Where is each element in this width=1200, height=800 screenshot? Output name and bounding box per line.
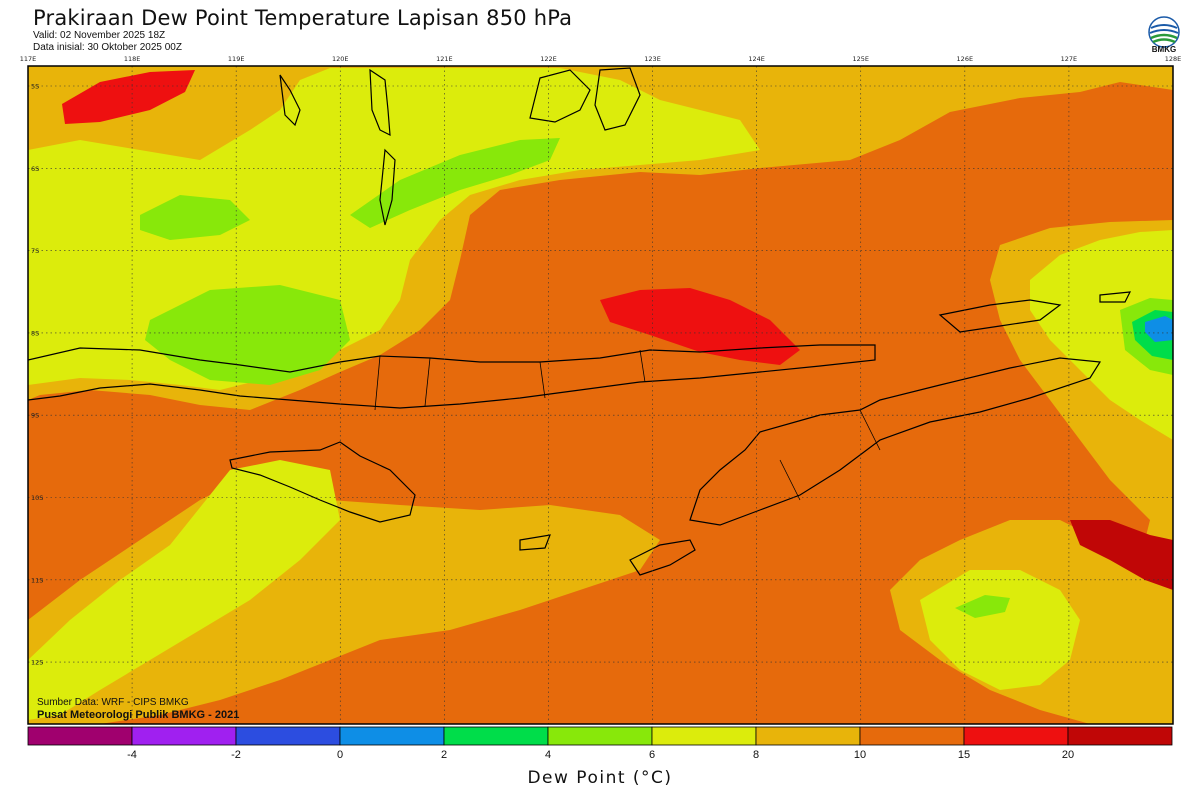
longitude-label: 120E — [332, 55, 349, 63]
field-band-15-20-central — [600, 288, 800, 365]
map-title: Prakiraan Dew Point Temperature Lapisan … — [33, 6, 573, 30]
latitude-label: 12S — [31, 659, 43, 667]
colorbar-tick-label: 2 — [440, 749, 448, 761]
colorbar-tick-label: 0 — [336, 749, 344, 761]
field-band-6-8-southwest — [28, 460, 340, 720]
longitude-label: 126E — [957, 55, 974, 63]
colorbar-swatch — [963, 726, 1069, 746]
field-band-4-6-north — [140, 195, 250, 240]
graticule — [28, 66, 1173, 724]
longitude-label: 125E — [852, 55, 869, 63]
colorbar-swatch — [547, 726, 653, 746]
latitude-label: 6S — [31, 165, 39, 173]
latitude-labels: 5S 6S 7S 8S 9S 10S 11S 12S — [31, 83, 43, 667]
colorbar-swatch — [443, 726, 549, 746]
colorbar-swatch — [651, 726, 757, 746]
longitude-label: 121E — [436, 55, 453, 63]
colorbar-swatch — [755, 726, 861, 746]
colorbar-swatch — [859, 726, 965, 746]
colorbar-tick-label: 4 — [544, 749, 552, 761]
colorbar — [27, 726, 1173, 746]
field-band-20-east — [1070, 520, 1173, 590]
admin-borders — [374, 349, 881, 501]
map-frame — [27, 65, 1174, 725]
bmkg-logo-text: BMKG — [1151, 45, 1177, 54]
valid-time: Valid: 02 November 2025 18Z — [33, 30, 166, 41]
latitude-label: 5S — [31, 83, 39, 91]
field-band-4-6-southeast — [955, 595, 1010, 618]
longitude-label: 119E — [228, 55, 245, 63]
longitude-label: 118E — [124, 55, 141, 63]
colorbar-swatch — [235, 726, 341, 746]
longitude-label: 128E — [1165, 55, 1182, 63]
latitude-label: 10S — [31, 494, 43, 502]
colorbar-title: Dew Point (°C) — [527, 768, 673, 788]
colorbar-tick-label: -4 — [127, 749, 137, 761]
colorbar-swatch — [27, 726, 133, 746]
field-band-6-8-east — [1030, 230, 1173, 440]
colorbar-tick-label: 8 — [752, 749, 760, 761]
field-band-0-2-east — [1145, 316, 1173, 342]
colorbar-swatch — [131, 726, 237, 746]
bmkg-logo-icon — [1148, 16, 1180, 48]
longitude-label: 117E — [20, 55, 37, 63]
latitude-label: 9S — [31, 412, 39, 420]
init-time: Data inisial: 30 Oktober 2025 00Z — [33, 42, 182, 53]
colorbar-tick-label: 15 — [957, 749, 971, 761]
latitude-label: 8S — [31, 329, 39, 337]
longitude-label: 123E — [644, 55, 661, 63]
latitude-label: 11S — [31, 576, 43, 584]
field-band-15-20-north — [62, 70, 195, 124]
publisher: Pusat Meteorologi Publik BMKG - 2021 — [37, 709, 240, 721]
longitude-label: 124E — [748, 55, 765, 63]
field-band-4-6-central — [350, 138, 560, 228]
colorbar-tick-label: 20 — [1061, 749, 1075, 761]
longitude-label: 122E — [540, 55, 557, 63]
colorbar-tick-label: 6 — [648, 749, 656, 761]
longitude-label: 127E — [1061, 55, 1078, 63]
colorbar-swatch — [339, 726, 445, 746]
colorbar-tick-label: -2 — [231, 749, 241, 761]
longitude-labels: 117E 118E 119E 120E 121E 122E 123E 124E 125E 126E… — [20, 55, 1182, 63]
latitude-label: 7S — [31, 247, 39, 255]
coastlines — [28, 67, 1132, 576]
data-source: Sumber Data: WRF - CIPS BMKG — [37, 697, 189, 708]
forecast-field — [28, 66, 1173, 724]
field-band-6-8-southeast — [920, 570, 1080, 690]
colorbar-swatch — [1067, 726, 1173, 746]
field-band-4-6-west — [145, 285, 350, 385]
colorbar-tick-label: 10 — [853, 749, 867, 761]
